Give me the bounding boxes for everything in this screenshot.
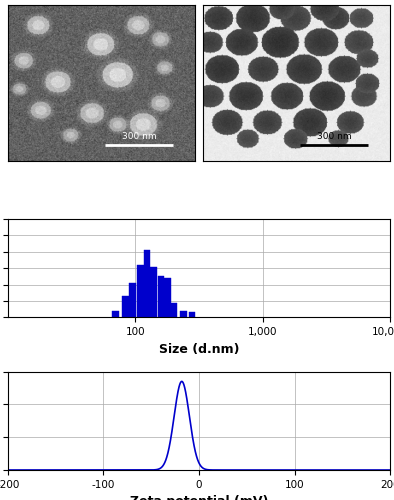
Text: B: B bbox=[184, 0, 195, 2]
Bar bbox=[151, 266, 157, 318]
Bar bbox=[144, 250, 151, 318]
X-axis label: Zeta potential (mV): Zeta potential (mV) bbox=[130, 496, 268, 500]
Bar bbox=[158, 276, 164, 318]
Bar bbox=[137, 265, 144, 318]
Bar bbox=[164, 278, 171, 318]
Text: 300 nm: 300 nm bbox=[122, 132, 156, 140]
Bar bbox=[122, 296, 129, 318]
Bar bbox=[170, 302, 177, 318]
Text: 300 nm: 300 nm bbox=[316, 132, 351, 140]
Bar bbox=[129, 283, 136, 318]
X-axis label: Size (d.nm): Size (d.nm) bbox=[159, 342, 239, 355]
Bar bbox=[112, 311, 119, 318]
Bar bbox=[180, 311, 187, 318]
Bar bbox=[189, 312, 195, 318]
